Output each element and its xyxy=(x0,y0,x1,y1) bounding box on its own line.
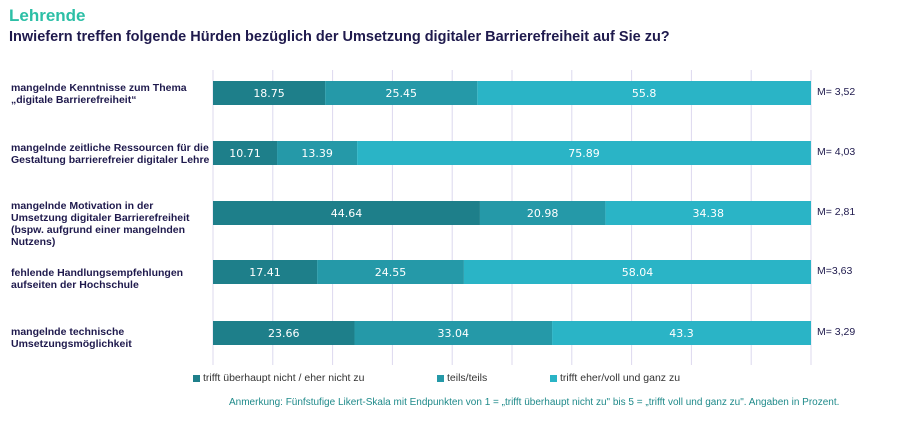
data-label: 55.8 xyxy=(632,87,657,100)
bar-segment xyxy=(213,141,278,165)
section-title: Lehrende xyxy=(9,6,86,25)
bar-segment xyxy=(357,141,811,165)
category-label-line: fehlende Handlungsempfehlungen xyxy=(11,267,184,279)
legend-label: teils/teils xyxy=(447,372,488,384)
chart-note: Anmerkung: Fünfstufige Likert-Skala mit … xyxy=(229,397,840,408)
legend-swatch-agree xyxy=(550,374,557,382)
bar-segment xyxy=(213,321,355,345)
data-label: 43.3 xyxy=(669,327,694,340)
mean-annotation: M= 3,52 xyxy=(817,86,856,98)
category-label: mangelnde zeitliche Ressourcen für die Ge… xyxy=(11,142,211,166)
category-label-line: mangelnde zeitliche Ressourcen für die xyxy=(11,142,209,154)
data-label: 24.55 xyxy=(375,266,407,279)
bar-segment xyxy=(213,201,480,225)
category-label: mangelnde Kenntnisse zum Thema „digitale … xyxy=(11,82,211,106)
data-label: 44.64 xyxy=(331,207,363,220)
chart-title: Inwiefern treffen folgende Hürden bezügl… xyxy=(9,29,670,45)
data-label: 13.39 xyxy=(301,147,333,160)
data-label: 25.45 xyxy=(385,87,417,100)
data-label: 58.04 xyxy=(622,266,654,279)
data-label: 75.89 xyxy=(568,147,600,160)
bar-segment xyxy=(277,141,358,165)
data-label: 20.98 xyxy=(527,207,559,220)
category-label-line: Umsetzungsmöglichkeit xyxy=(11,338,132,350)
bar-segment xyxy=(552,321,811,345)
category-label: fehlende Handlungsempfehlungen aufseiten … xyxy=(11,267,211,291)
data-label: 33.04 xyxy=(438,327,470,340)
mean-annotation: M= 2,81 xyxy=(817,206,856,218)
data-label: 10.71 xyxy=(229,147,261,160)
bar-segment xyxy=(325,81,478,105)
bar-segment xyxy=(213,260,318,284)
legend-swatch-disagree xyxy=(193,374,200,382)
category-label: mangelnde technische Umsetzungsmöglichkei… xyxy=(11,326,211,350)
bar-segment xyxy=(479,201,606,225)
bar-segment xyxy=(463,260,811,284)
data-label: 17.41 xyxy=(249,266,281,279)
mean-annotation: M= 4,03 xyxy=(817,146,856,158)
category-label-line: Umsetzung digitaler Barrierefreiheit xyxy=(11,212,190,224)
bar-segment xyxy=(477,81,811,105)
category-label-line: mangelnde Motivation in der xyxy=(11,200,154,212)
data-label: 23.66 xyxy=(268,327,300,340)
bar-segment xyxy=(605,201,811,225)
category-label-line: aufseiten der Hochschule xyxy=(11,279,139,291)
legend-item-neutral: teils/teils xyxy=(437,372,487,384)
category-label-line: Gestaltung barrierefreier digitaler Lehr… xyxy=(11,154,210,166)
category-label-line: „digitale Barrierefreiheit“ xyxy=(11,94,137,106)
legend-label: trifft überhaupt nicht / eher nicht zu xyxy=(203,372,365,384)
category-label-line: mangelnde Kenntnisse zum Thema xyxy=(11,82,187,94)
data-label: 34.38 xyxy=(692,207,724,220)
category-label-line: (bspw. aufgrund einer mangelnden xyxy=(11,224,186,236)
category-label-line: mangelnde technische xyxy=(11,326,125,338)
legend-label: trifft eher/voll und ganz zu xyxy=(560,372,681,384)
bar-segment xyxy=(354,321,553,345)
legend-item-disagree: trifft überhaupt nicht / eher nicht zu xyxy=(193,372,364,384)
legend-swatch-neutral xyxy=(437,374,444,382)
data-label: 18.75 xyxy=(253,87,285,100)
category-label: mangelnde Motivation in der Umsetzung dig… xyxy=(11,200,211,248)
mean-annotation: M=3,63 xyxy=(817,265,853,277)
mean-annotation: M= 3,29 xyxy=(817,326,856,338)
bar-segment xyxy=(317,260,464,284)
bar-segment xyxy=(213,81,326,105)
category-label-line: Nutzens) xyxy=(11,236,56,248)
legend-item-agree: trifft eher/voll und ganz zu xyxy=(550,372,680,384)
